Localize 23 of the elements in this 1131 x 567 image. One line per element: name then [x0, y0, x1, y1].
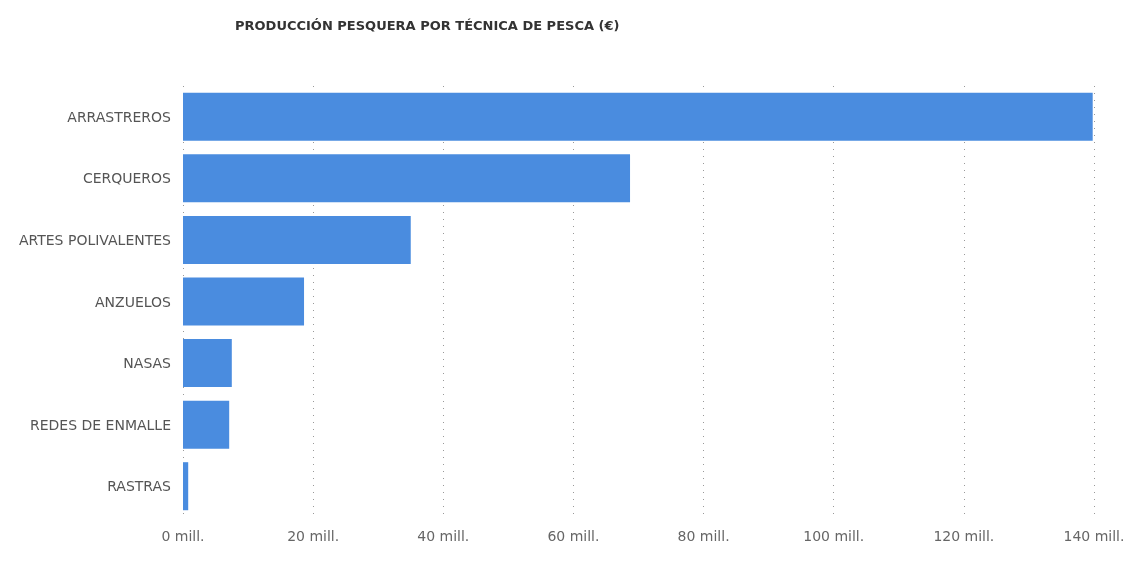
bar: [183, 277, 305, 326]
x-tick-label: 80 mill.: [677, 528, 730, 544]
y-tick-label: REDES DE ENMALLE: [29, 416, 171, 433]
bar: [183, 215, 411, 264]
bar: [183, 154, 631, 203]
chart-title: PRODUCCIÓN PESQUERA POR TÉCNICA DE PESCA (€): [235, 18, 620, 33]
x-tick-label: 20 mill.: [287, 528, 340, 544]
x-tick-label: 0 mill.: [161, 528, 205, 544]
bar: [183, 400, 230, 449]
x-tick-label: 120 mill.: [933, 528, 995, 544]
x-tick-label: 60 mill.: [547, 528, 600, 544]
y-tick-label: ARTES POLIVALENTES: [18, 231, 172, 248]
y-tick-label: RASTRAS: [107, 478, 172, 495]
y-tick-label: ANZUELOS: [95, 293, 172, 310]
bar: [183, 339, 232, 388]
y-tick-label: ARRASTREROS: [67, 108, 172, 125]
x-tick-label: 140 mill.: [1063, 528, 1125, 544]
y-tick-label: NASAS: [123, 355, 172, 372]
x-tick-label: 100 mill.: [803, 528, 865, 544]
y-tick-label: CERQUEROS: [82, 170, 172, 187]
x-tick-label: 40 mill.: [417, 528, 470, 544]
bar: [183, 92, 1093, 141]
bar: [183, 462, 189, 511]
